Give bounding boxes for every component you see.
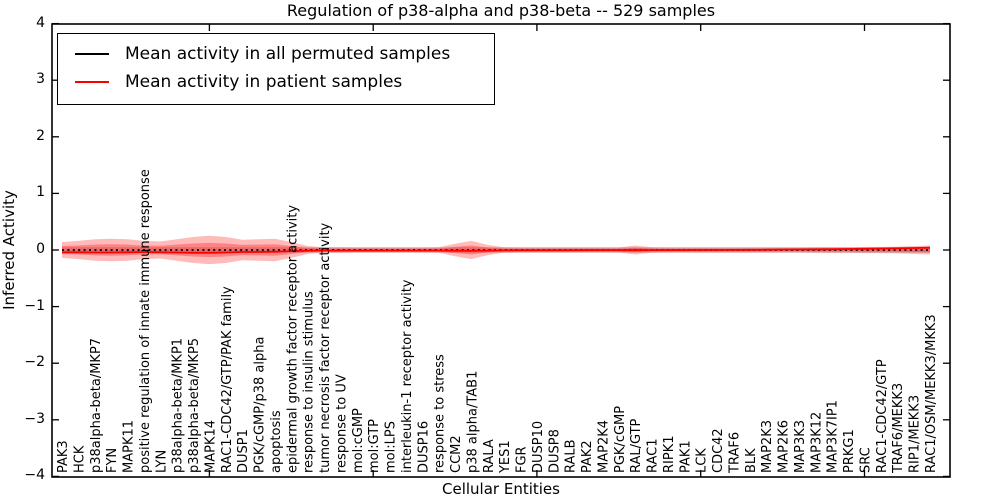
x-tick-label: positive regulation of innate immune res… xyxy=(138,169,153,473)
x-tick-label: apoptosis xyxy=(269,410,284,473)
x-tick-label: DUSP10 xyxy=(531,421,546,473)
x-tick-label: MAP3K3 xyxy=(793,420,808,473)
x-tick-label: response to insulin stimulus xyxy=(302,291,317,473)
x-tick-label: RIP1/MEKK3 xyxy=(908,395,923,473)
x-tick-label: MAP2K3 xyxy=(760,420,775,473)
x-tick-label: RAC1 xyxy=(646,438,661,473)
chart-title: Regulation of p38-alpha and p38-beta -- … xyxy=(286,1,716,20)
x-tick-label: p38 alpha/TAB1 xyxy=(465,371,480,473)
x-tick-label: BLK xyxy=(744,448,759,473)
x-tick-label: MAP3K12 xyxy=(809,412,824,473)
x-tick-label: MAP2K6 xyxy=(777,420,792,473)
x-tick-label: PAK3 xyxy=(56,440,71,473)
x-tick-label: PAK1 xyxy=(678,440,693,473)
x-tick-label: LYN xyxy=(154,450,169,473)
x-tick-label: RAL/GTP xyxy=(629,418,644,473)
x-tick-label: MAP3K7IP1 xyxy=(826,400,841,473)
x-tick-label: p38alpha-beta/MKP5 xyxy=(187,338,202,473)
x-tick-label: TRAF6 xyxy=(728,432,743,474)
x-tick-label: mol:cGMP xyxy=(351,408,366,473)
x-tick-label: mol:GTP xyxy=(367,419,382,473)
x-tick-label: HCK xyxy=(72,445,87,473)
red-line-swatch xyxy=(75,81,109,83)
x-tick-label: RALB xyxy=(564,439,579,473)
legend: Mean activity in all permuted samples Me… xyxy=(57,33,495,105)
y-tick-label: 2 xyxy=(36,127,45,144)
x-tick-label: FYN xyxy=(105,448,120,473)
x-tick-label: MAPK11 xyxy=(122,420,137,473)
x-tick-label: LCK xyxy=(695,448,710,473)
x-tick-label: SRC xyxy=(859,447,874,473)
x-tick-label: epidermal growth factor receptor activit… xyxy=(285,205,300,473)
x-tick-label: RIPK1 xyxy=(662,435,677,473)
x-tick-label: YES1 xyxy=(498,440,513,474)
x-tick-label: MAP2K4 xyxy=(597,420,612,473)
line-patient-mean xyxy=(62,246,931,254)
y-tick-label: −1 xyxy=(24,297,45,314)
legend-row-permuted: Mean activity in all permuted samples xyxy=(58,40,494,68)
x-tick-label: RAC1/OSM/MEKK3/MKK3 xyxy=(924,314,939,473)
y-tick-label: 4 xyxy=(36,14,45,31)
x-tick-label: p38alpha-beta/MKP1 xyxy=(171,338,186,473)
x-tick-label: DUSP16 xyxy=(416,421,431,473)
x-tick-label: RAC1-CDC42/GTP/PAK family xyxy=(220,286,235,473)
x-tick-label: PGK/cGMP xyxy=(613,406,628,473)
y-tick-label: 0 xyxy=(36,241,45,257)
x-tick-label: CDC42 xyxy=(711,428,726,473)
x-tick-label: MAPK14 xyxy=(203,420,218,473)
y-tick-label: −3 xyxy=(24,410,45,427)
legend-label-patient: Mean activity in patient samples xyxy=(125,72,403,92)
x-tick-label: FGR xyxy=(515,446,530,473)
y-tick-label: −2 xyxy=(24,354,45,371)
x-tick-label: mol:LPS xyxy=(384,421,399,473)
x-tick-label: CCM2 xyxy=(449,435,464,473)
x-tick-label: PGK/cGMP/p38 alpha xyxy=(253,337,268,473)
x-tick-label: response to UV xyxy=(334,374,349,473)
legend-row-patient: Mean activity in patient samples xyxy=(58,68,494,96)
x-tick-label: response to stress xyxy=(433,354,448,473)
x-tick-label: DUSP8 xyxy=(547,429,562,473)
black-line-swatch xyxy=(75,53,109,55)
y-tick-label: 1 xyxy=(36,184,45,201)
y-tick-label: −4 xyxy=(24,467,45,484)
x-axis-title: Cellular Entities xyxy=(442,480,560,498)
x-tick-label: RALA xyxy=(482,439,497,473)
x-tick-label: TRAF6/MEKK3 xyxy=(891,383,906,474)
x-tick-label: PRKG1 xyxy=(842,429,857,473)
x-tick-label: PAK2 xyxy=(580,440,595,473)
x-tick-label: DUSP1 xyxy=(236,429,251,473)
x-tick-label: RAC1-CDC42/GTP xyxy=(875,359,890,473)
x-tick-label: tumor necrosis factor receptor activity xyxy=(318,222,333,473)
x-tick-label: interleukin-1 receptor activity xyxy=(400,279,415,473)
x-tick-label: p38alpha-beta/MKP7 xyxy=(89,338,104,473)
y-tick-label: 3 xyxy=(36,71,45,88)
legend-label-permuted: Mean activity in all permuted samples xyxy=(125,44,451,64)
